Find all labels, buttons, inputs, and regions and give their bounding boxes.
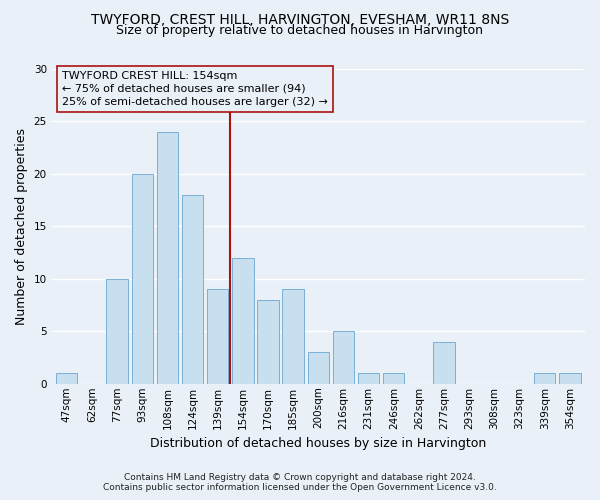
- Bar: [56, 374, 77, 384]
- Bar: [433, 342, 455, 384]
- Bar: [207, 290, 229, 384]
- Text: TWYFORD, CREST HILL, HARVINGTON, EVESHAM, WR11 8NS: TWYFORD, CREST HILL, HARVINGTON, EVESHAM…: [91, 12, 509, 26]
- Bar: [182, 195, 203, 384]
- Bar: [257, 300, 279, 384]
- Bar: [283, 290, 304, 384]
- Text: Contains HM Land Registry data © Crown copyright and database right 2024.: Contains HM Land Registry data © Crown c…: [124, 474, 476, 482]
- Bar: [157, 132, 178, 384]
- Bar: [308, 352, 329, 384]
- Bar: [383, 374, 404, 384]
- Text: TWYFORD CREST HILL: 154sqm
← 75% of detached houses are smaller (94)
25% of semi: TWYFORD CREST HILL: 154sqm ← 75% of deta…: [62, 70, 328, 107]
- X-axis label: Distribution of detached houses by size in Harvington: Distribution of detached houses by size …: [150, 437, 487, 450]
- Bar: [131, 174, 153, 384]
- Text: Contains public sector information licensed under the Open Government Licence v3: Contains public sector information licen…: [103, 484, 497, 492]
- Bar: [358, 374, 379, 384]
- Bar: [106, 279, 128, 384]
- Bar: [333, 332, 354, 384]
- Bar: [534, 374, 556, 384]
- Y-axis label: Number of detached properties: Number of detached properties: [15, 128, 28, 325]
- Bar: [232, 258, 254, 384]
- Bar: [559, 374, 581, 384]
- Text: Size of property relative to detached houses in Harvington: Size of property relative to detached ho…: [116, 24, 484, 37]
